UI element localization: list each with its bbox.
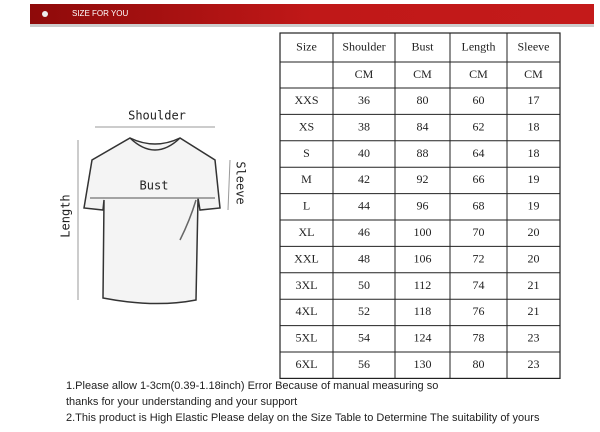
measurement: 100	[414, 225, 432, 239]
measurement: 46	[358, 225, 370, 239]
measurement: 84	[417, 119, 429, 133]
measurement: 21	[528, 304, 540, 318]
measurement: 48	[358, 251, 370, 265]
measurement: 76	[473, 304, 485, 318]
table-border	[279, 32, 561, 379]
notes: 1.Please allow 1-3cm(0.39-1.18inch) Erro…	[66, 380, 540, 424]
shoulder-label: Shoulder	[128, 109, 186, 123]
measurement: 19	[528, 172, 540, 186]
bust-label: Bust	[140, 179, 169, 193]
measurement: 68	[473, 199, 485, 213]
measurement: 23	[528, 331, 540, 345]
header-banner: SIZE FOR YOU	[30, 4, 594, 27]
measurement: 64	[473, 146, 485, 160]
banner-dot	[42, 11, 48, 17]
measurement: 80	[473, 357, 485, 371]
measurement: 72	[473, 251, 485, 265]
size-label: L	[303, 199, 310, 213]
size-label: 3XL	[296, 278, 318, 292]
banner-shadow	[30, 24, 594, 27]
measurement: 23	[528, 357, 540, 371]
measurement: 92	[417, 172, 429, 186]
measurement: 62	[473, 119, 485, 133]
unit-label: CM	[469, 67, 488, 81]
note-line: 1.Please allow 1-3cm(0.39-1.18inch) Erro…	[66, 380, 438, 392]
tshirt-diagram	[77, 126, 231, 305]
measurement: 88	[417, 146, 429, 160]
measurement: 40	[358, 146, 370, 160]
measurement: 50	[358, 278, 370, 292]
measurement: 80	[417, 93, 429, 107]
unit-label: CM	[524, 67, 543, 81]
sleeve-line	[227, 159, 231, 211]
measurement: 56	[358, 357, 370, 371]
measurement: 17	[528, 93, 540, 107]
banner-bar	[30, 4, 594, 24]
measurement: 44	[358, 199, 370, 213]
measurement: 38	[358, 119, 370, 133]
measurement: 124	[414, 331, 432, 345]
measurement: 19	[528, 199, 540, 213]
measurement: 52	[358, 304, 370, 318]
size-label: XXS	[294, 93, 318, 107]
measurement: 36	[358, 93, 370, 107]
measurement: 78	[473, 331, 485, 345]
size-label: XS	[299, 119, 314, 133]
size-label: 5XL	[296, 331, 318, 345]
column-header: Length	[462, 39, 496, 53]
measurement: 18	[528, 146, 540, 160]
sleeve-label: Sleeve	[234, 161, 248, 204]
size-label: XL	[299, 225, 315, 239]
measurement: 96	[417, 199, 429, 213]
measurement: 20	[528, 251, 540, 265]
banner-title: SIZE FOR YOU	[72, 9, 129, 18]
measurement: 54	[358, 331, 370, 345]
column-header: Shoulder	[342, 39, 385, 53]
column-header: Bust	[411, 39, 434, 53]
tshirt-collar	[129, 137, 181, 151]
size-label: XXL	[294, 251, 319, 265]
measurement: 74	[473, 278, 485, 292]
size-table: Size Shoulder Bust Length Sleeve CM CM CM CM XXS 3…	[279, 32, 561, 379]
unit-label: CM	[355, 67, 374, 81]
measurement: 106	[414, 251, 432, 265]
measurement: 70	[473, 225, 485, 239]
length-label: Length	[59, 194, 73, 237]
tshirt-fold	[179, 199, 197, 241]
column-header: Sleeve	[518, 39, 550, 53]
measurement: 21	[528, 278, 540, 292]
tshirt-outline	[83, 137, 221, 305]
measurement: 118	[414, 304, 432, 318]
measurement: 18	[528, 119, 540, 133]
measurement: 42	[358, 172, 370, 186]
size-label: M	[301, 172, 312, 186]
measurement: 130	[414, 357, 432, 371]
column-header: Size	[296, 39, 317, 53]
size-label: 6XL	[296, 357, 318, 371]
measurement: 112	[414, 278, 432, 292]
measurement: 60	[473, 93, 485, 107]
size-label: S	[303, 146, 310, 160]
size-label: 4XL	[296, 304, 318, 318]
measurement: 66	[473, 172, 485, 186]
note-line: 2.This product is High Elastic Please de…	[66, 412, 540, 424]
unit-label: CM	[413, 67, 432, 81]
note-line: thanks for your understanding and your s…	[66, 396, 297, 408]
measurement: 20	[528, 225, 540, 239]
